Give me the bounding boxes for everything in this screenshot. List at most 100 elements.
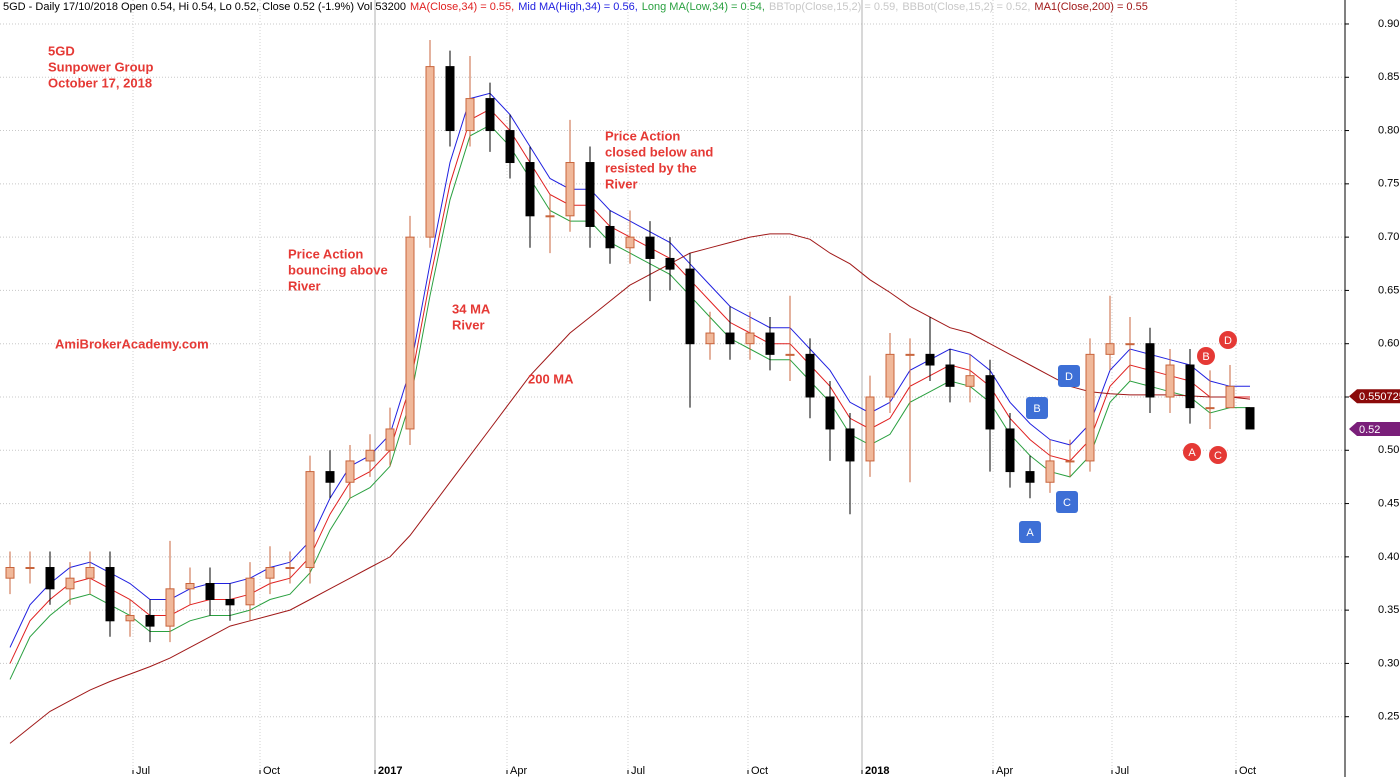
y-tick-label: 0.65 bbox=[1378, 284, 1399, 296]
marker-box bbox=[1019, 521, 1041, 543]
candle-body bbox=[885, 353, 895, 398]
y-tick-label: 0.70 bbox=[1378, 231, 1399, 243]
price-tag bbox=[1349, 421, 1400, 436]
y-tick-label: 0.85 bbox=[1378, 71, 1399, 83]
candle-body bbox=[625, 236, 635, 249]
marker-label: D bbox=[1065, 371, 1073, 383]
candle-body bbox=[305, 471, 315, 569]
candle-body bbox=[1185, 364, 1195, 409]
candle-body bbox=[965, 375, 975, 387]
annotation: AmiBrokerAcademy.com bbox=[55, 336, 209, 351]
candle-body bbox=[585, 162, 595, 227]
candle-body bbox=[1125, 343, 1135, 346]
y-tick-label: 0.90 bbox=[1378, 18, 1399, 30]
header: 5GD - Daily 17/10/2018 Open 0.54, Hi 0.5… bbox=[3, 1, 1148, 13]
y-tick-label: 0.75 bbox=[1378, 178, 1399, 190]
annotation: Price Action bbox=[605, 128, 680, 143]
legend-entry: Mid MA(High,34) = 0.56, bbox=[518, 1, 638, 13]
candle-body bbox=[165, 588, 175, 627]
candle-body bbox=[1045, 460, 1055, 483]
annotation: River bbox=[288, 278, 321, 293]
legend-entry: MA(Close,34) = 0.55, bbox=[410, 1, 514, 13]
legend-entry: BBBot(Close,15,2) = 0.52, bbox=[902, 1, 1030, 13]
candle-body bbox=[465, 98, 475, 132]
candle-body bbox=[945, 364, 955, 387]
annotation: Sunpower Group bbox=[48, 59, 154, 74]
marker-circle bbox=[1197, 347, 1215, 365]
candle-body bbox=[825, 396, 835, 430]
price-tag bbox=[1349, 389, 1400, 404]
candle-body bbox=[645, 236, 655, 259]
candle-body bbox=[565, 162, 575, 217]
marker-label: A bbox=[1188, 447, 1196, 459]
annotation: bouncing above bbox=[288, 262, 388, 277]
candle-body bbox=[985, 375, 995, 430]
y-tick-label: 0.45 bbox=[1378, 497, 1399, 509]
annotation: River bbox=[605, 176, 638, 191]
ma-line bbox=[9, 233, 1251, 744]
candle-body bbox=[485, 98, 495, 132]
x-tick-label: Oct bbox=[1239, 765, 1256, 777]
candle-body bbox=[1165, 364, 1175, 398]
candle-body bbox=[865, 396, 875, 462]
candle-body bbox=[145, 614, 155, 627]
candle-body bbox=[105, 567, 115, 622]
x-tick-label: Oct bbox=[751, 765, 768, 777]
candle-body bbox=[545, 215, 555, 218]
candle-body bbox=[1105, 343, 1115, 355]
candle-body bbox=[45, 567, 55, 590]
candle-body bbox=[925, 353, 935, 366]
candle-body bbox=[805, 353, 815, 398]
annotation: 200 MA bbox=[528, 371, 574, 386]
candle-body bbox=[505, 130, 515, 164]
marker-circle bbox=[1209, 446, 1227, 464]
candle-body bbox=[1025, 471, 1035, 483]
annotation: closed below and bbox=[605, 144, 713, 159]
candle-body bbox=[425, 66, 435, 238]
y-tick-label: 0.35 bbox=[1378, 604, 1399, 616]
annotation: October 17, 2018 bbox=[48, 75, 152, 90]
legend-entry: BBTop(Close,15,2) = 0.59, bbox=[769, 1, 898, 13]
y-tick-label: 0.40 bbox=[1378, 551, 1399, 563]
candle-body bbox=[205, 582, 215, 600]
candle-body bbox=[685, 268, 695, 345]
y-tick-label: 0.25 bbox=[1378, 711, 1399, 723]
price-tag-label: 0.550725 bbox=[1359, 391, 1400, 403]
candle-body bbox=[725, 332, 735, 345]
annotation: River bbox=[452, 317, 485, 332]
candle-body bbox=[705, 332, 715, 345]
x-tick-label: 2017 bbox=[378, 765, 402, 777]
candle-body bbox=[785, 353, 795, 356]
candle-body bbox=[25, 567, 35, 570]
marker-circle bbox=[1183, 443, 1201, 461]
marker-label: C bbox=[1214, 450, 1222, 462]
x-tick-label: 2018 bbox=[865, 765, 889, 777]
marker-box bbox=[1058, 365, 1080, 387]
candle-body bbox=[325, 471, 335, 483]
marker-box bbox=[1056, 491, 1078, 513]
candle-body bbox=[1225, 385, 1235, 409]
marker-label: A bbox=[1026, 527, 1034, 539]
candle-body bbox=[405, 236, 415, 430]
x-tick-label: Jul bbox=[631, 765, 645, 777]
candle-body bbox=[765, 332, 775, 355]
header-info: 5GD - Daily 17/10/2018 Open 0.54, Hi 0.5… bbox=[3, 1, 406, 13]
candle-body bbox=[845, 428, 855, 462]
annotation: Price Action bbox=[288, 246, 363, 261]
marker-label: B bbox=[1202, 351, 1209, 363]
candle-body bbox=[85, 567, 95, 579]
candle-body bbox=[225, 598, 235, 606]
candle-body bbox=[1245, 407, 1255, 430]
y-tick-label: 0.30 bbox=[1378, 657, 1399, 669]
candle-body bbox=[125, 614, 135, 622]
candle-body bbox=[1145, 343, 1155, 398]
x-tick-label: Oct bbox=[263, 765, 280, 777]
price-tag-label: 0.52 bbox=[1359, 424, 1380, 436]
candle-body bbox=[345, 460, 355, 483]
y-tick-label: 0.60 bbox=[1378, 338, 1399, 350]
marker-label: B bbox=[1033, 403, 1040, 415]
y-tick-label: 0.80 bbox=[1378, 124, 1399, 136]
candle-body bbox=[365, 449, 375, 462]
